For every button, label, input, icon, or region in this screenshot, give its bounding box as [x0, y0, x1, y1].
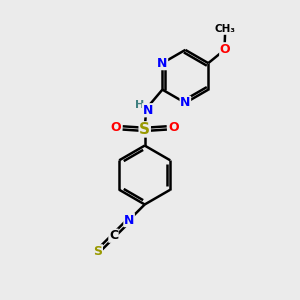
Text: C: C [109, 229, 118, 242]
Text: H: H [135, 100, 144, 110]
Text: N: N [157, 57, 168, 70]
Text: CH₃: CH₃ [214, 24, 236, 34]
Text: S: S [139, 122, 150, 137]
Text: O: O [220, 43, 230, 56]
Text: O: O [168, 122, 178, 134]
Text: N: N [142, 104, 153, 117]
Text: O: O [111, 122, 122, 134]
Text: N: N [124, 214, 134, 226]
Text: N: N [180, 96, 190, 110]
Text: S: S [93, 245, 102, 258]
